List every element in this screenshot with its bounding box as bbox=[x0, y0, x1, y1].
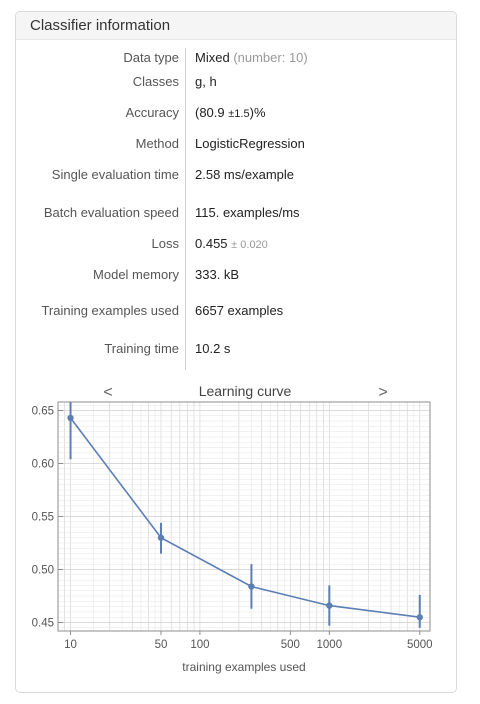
data-point bbox=[157, 534, 165, 541]
row-method: Method LogisticRegression bbox=[16, 134, 456, 154]
accuracy-close: )% bbox=[249, 105, 266, 120]
panel-title-text: Classifier information bbox=[30, 17, 171, 34]
data-point bbox=[326, 602, 333, 609]
chevron-left-icon[interactable]: < bbox=[103, 384, 112, 401]
data-point bbox=[248, 583, 255, 590]
training-time-value: 10.2 s bbox=[195, 341, 231, 356]
y-tick-label: 0.65 bbox=[32, 405, 54, 417]
row-loss: Loss 0.455 ± 0.020 bbox=[16, 234, 456, 254]
row-training-time: Training time 10.2 s bbox=[16, 339, 456, 359]
x-axis-label: training examples used bbox=[182, 660, 305, 674]
x-tick-label: 5000 bbox=[407, 639, 433, 651]
accuracy-value: (80.9 ±1.5)% bbox=[195, 103, 266, 124]
loss-main: 0.455 bbox=[195, 236, 228, 251]
y-tick-label: 0.45 bbox=[32, 618, 54, 630]
classes-label: Classes bbox=[132, 74, 179, 89]
data-point bbox=[67, 414, 74, 422]
accuracy-pm: ±1.5 bbox=[228, 108, 250, 120]
examples-used-label: Training examples used bbox=[41, 303, 179, 318]
chevron-right-icon[interactable]: > bbox=[378, 384, 387, 401]
accuracy-label: Accuracy bbox=[125, 105, 179, 120]
data-point bbox=[416, 614, 423, 621]
loss-value: 0.455 ± 0.020 bbox=[195, 234, 268, 255]
x-tick-label: 500 bbox=[281, 639, 300, 651]
row-examples-used: Training examples used 6657 examples bbox=[16, 301, 456, 321]
data-type-extra: (number: 10) bbox=[233, 50, 308, 65]
accuracy-open: (80.9 bbox=[195, 105, 225, 120]
row-single-eval: Single evaluation time 2.58 ms/example bbox=[16, 165, 456, 185]
memory-value: 333. kB bbox=[195, 267, 240, 282]
row-data-type: Data type Mixed (number: 10) bbox=[16, 48, 456, 68]
series-line bbox=[69, 417, 420, 618]
x-tick-label: 50 bbox=[155, 639, 168, 651]
single-eval-label: Single evaluation time bbox=[51, 167, 179, 182]
data-type-label: Data type bbox=[123, 50, 179, 65]
data-type-main: Mixed bbox=[195, 50, 230, 65]
method-label: Method bbox=[135, 136, 179, 151]
plot-background bbox=[58, 402, 430, 631]
panel-title: Classifier information bbox=[16, 12, 456, 40]
row-memory: Model memory 333. kB bbox=[16, 265, 456, 285]
chart-title: Learning curve bbox=[199, 383, 292, 399]
loss-label: Loss bbox=[151, 236, 179, 251]
plot-frame bbox=[57, 401, 431, 632]
method-value: LogisticRegression bbox=[195, 136, 305, 151]
classes-value: g, h bbox=[195, 74, 217, 89]
plot-area: 0.45 0.50 0.55 0.60 0.65 10 50 100 500 1000 5000 bbox=[32, 401, 433, 651]
training-time-label: Training time bbox=[104, 341, 179, 356]
x-tick-label: 10 bbox=[64, 639, 77, 651]
row-classes: Classes g, h bbox=[16, 72, 456, 92]
row-accuracy: Accuracy (80.9 ±1.5)% bbox=[16, 103, 456, 123]
classifier-info-panel: Classifier information Data type Mixed (… bbox=[15, 11, 457, 693]
column-divider bbox=[185, 48, 186, 370]
data-type-value: Mixed (number: 10) bbox=[195, 48, 308, 68]
batch-eval-label: Batch evaluation speed bbox=[43, 205, 179, 220]
batch-eval-value: 115. examples/ms bbox=[195, 205, 300, 220]
y-tick-label: 0.55 bbox=[32, 512, 54, 524]
y-tick-label: 0.60 bbox=[32, 458, 54, 470]
row-batch-eval: Batch evaluation speed 115. examples/ms bbox=[16, 203, 456, 223]
loss-pm: ± 0.020 bbox=[231, 239, 268, 251]
x-tick-label: 100 bbox=[190, 639, 209, 651]
y-tick-label: 0.50 bbox=[32, 565, 54, 577]
single-eval-value: 2.58 ms/example bbox=[195, 167, 294, 182]
examples-used-value: 6657 examples bbox=[195, 303, 284, 318]
memory-label: Model memory bbox=[93, 267, 179, 282]
x-tick-label: 1000 bbox=[317, 639, 343, 651]
